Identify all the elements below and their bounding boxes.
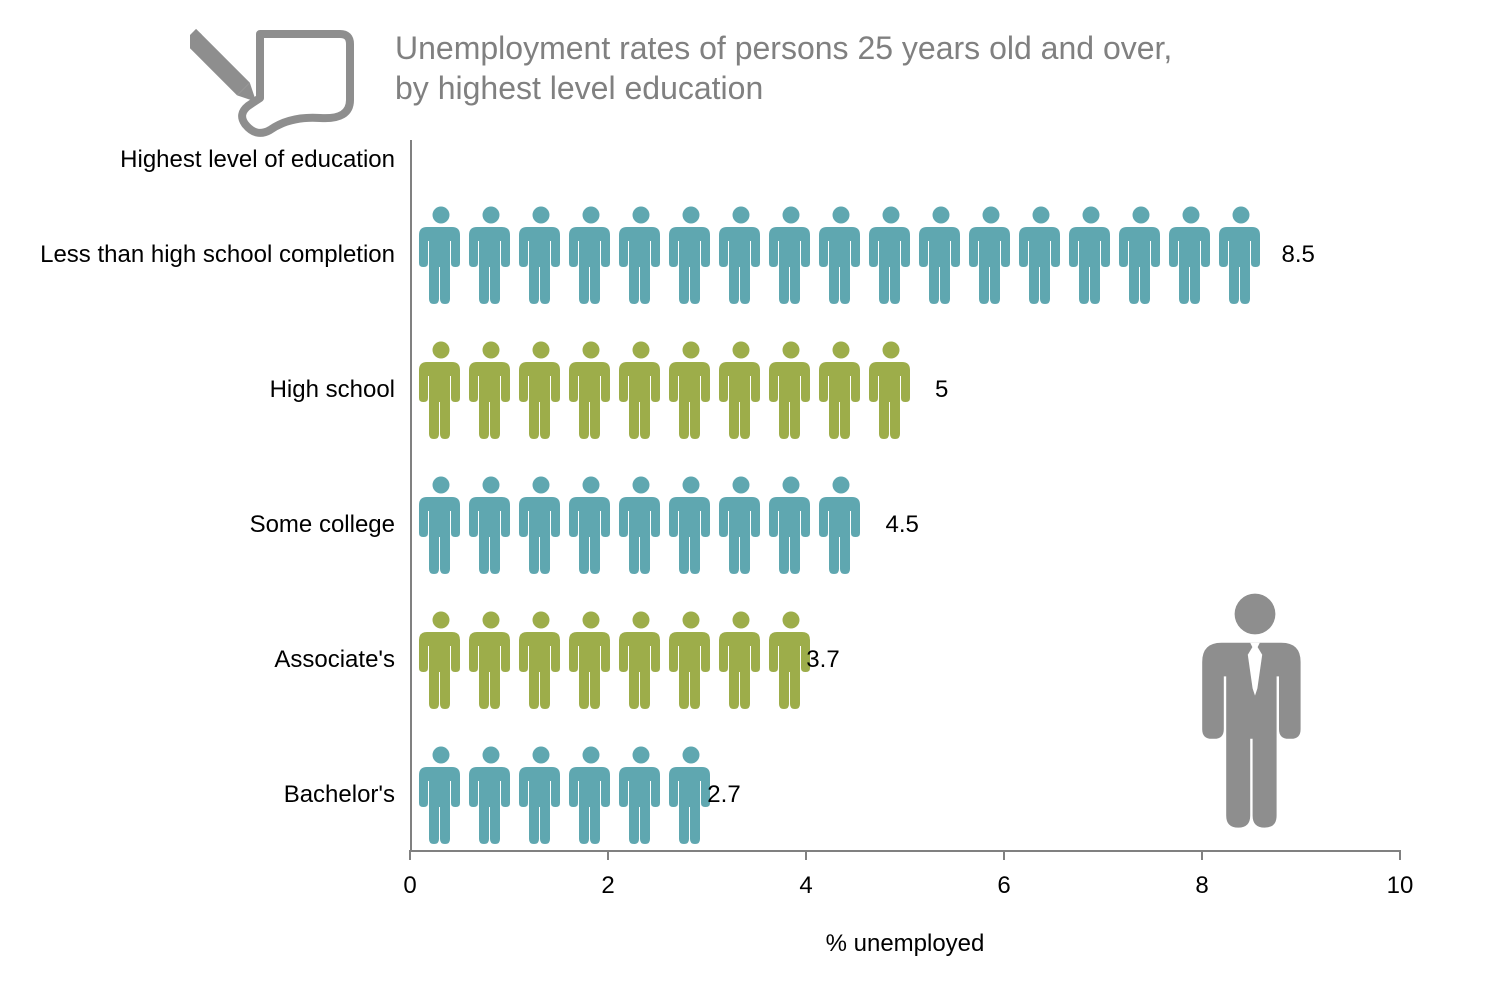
- category-label: Some college: [15, 511, 395, 539]
- person-icon: [816, 340, 866, 440]
- businessman-icon: [1195, 590, 1315, 835]
- person-icon: [516, 340, 566, 440]
- chart-title-line2: by highest level education: [395, 70, 763, 107]
- person-icon: [416, 205, 466, 305]
- person-icon: [566, 610, 616, 710]
- person-icon: [1116, 205, 1166, 305]
- category-value: 4.5: [886, 511, 919, 539]
- x-tick-label: 2: [578, 872, 638, 900]
- y-axis-line: [410, 140, 412, 850]
- x-tick-label: 10: [1370, 872, 1430, 900]
- category-label: Bachelor's: [15, 781, 395, 809]
- category-value: 3.7: [806, 646, 839, 674]
- person-icon: [716, 475, 766, 575]
- x-tick-label: 6: [974, 872, 1034, 900]
- person-icon: [766, 475, 816, 575]
- person-icon: [866, 205, 916, 305]
- pictogram-row: [416, 205, 1266, 305]
- person-icon: [616, 745, 666, 845]
- x-axis-title: % unemployed: [410, 930, 1400, 958]
- pictogram-row: [416, 340, 916, 440]
- x-tick: [607, 850, 609, 860]
- pictogram-row: [416, 610, 816, 710]
- person-icon: [1216, 205, 1266, 305]
- person-icon: [1066, 205, 1116, 305]
- person-icon: [1016, 205, 1066, 305]
- x-tick: [1003, 850, 1005, 860]
- person-icon: [716, 205, 766, 305]
- person-icon: [516, 475, 566, 575]
- x-tick: [1201, 850, 1203, 860]
- person-icon: [916, 205, 966, 305]
- person-icon: [666, 340, 716, 440]
- person-icon: [716, 340, 766, 440]
- person-icon: [466, 745, 516, 845]
- pencil-paper-icon: [190, 20, 360, 145]
- person-icon: [766, 340, 816, 440]
- person-icon: [516, 745, 566, 845]
- person-icon: [966, 205, 1016, 305]
- x-tick: [409, 850, 411, 860]
- person-icon: [416, 340, 466, 440]
- person-icon: [766, 205, 816, 305]
- person-icon: [866, 340, 916, 440]
- x-tick-label: 4: [776, 872, 836, 900]
- category-value: 8.5: [1282, 241, 1315, 269]
- category-value: 5: [935, 376, 948, 404]
- person-icon: [616, 475, 666, 575]
- category-value: 2.7: [707, 781, 740, 809]
- infographic-canvas: Unemployment rates of persons 25 years o…: [0, 0, 1500, 989]
- person-icon: [466, 340, 516, 440]
- person-icon: [1166, 205, 1216, 305]
- y-axis-title: Highest level of education: [15, 146, 395, 174]
- category-label: High school: [15, 376, 395, 404]
- x-tick: [1399, 850, 1401, 860]
- person-icon: [616, 340, 666, 440]
- category-label: Less than high school completion: [15, 241, 395, 269]
- person-icon: [466, 475, 516, 575]
- person-icon: [716, 610, 766, 710]
- person-icon: [516, 610, 566, 710]
- person-icon: [466, 205, 516, 305]
- pictogram-row: [416, 745, 716, 845]
- person-icon: [566, 205, 616, 305]
- person-icon: [466, 610, 516, 710]
- x-tick-label: 8: [1172, 872, 1232, 900]
- chart-title-line1: Unemployment rates of persons 25 years o…: [395, 30, 1172, 67]
- pictogram-row: [416, 475, 866, 575]
- person-icon: [416, 610, 466, 710]
- person-icon: [666, 610, 716, 710]
- person-icon: [566, 475, 616, 575]
- person-icon: [666, 205, 716, 305]
- x-tick: [805, 850, 807, 860]
- person-icon: [816, 205, 866, 305]
- person-icon: [616, 610, 666, 710]
- person-icon: [516, 205, 566, 305]
- x-axis-line: [410, 850, 1400, 852]
- x-tick-label: 0: [380, 872, 440, 900]
- person-icon: [566, 745, 616, 845]
- person-icon: [416, 745, 466, 845]
- person-icon: [566, 340, 616, 440]
- person-icon: [666, 475, 716, 575]
- person-icon: [816, 475, 866, 575]
- category-label: Associate's: [15, 646, 395, 674]
- person-icon: [616, 205, 666, 305]
- person-icon: [416, 475, 466, 575]
